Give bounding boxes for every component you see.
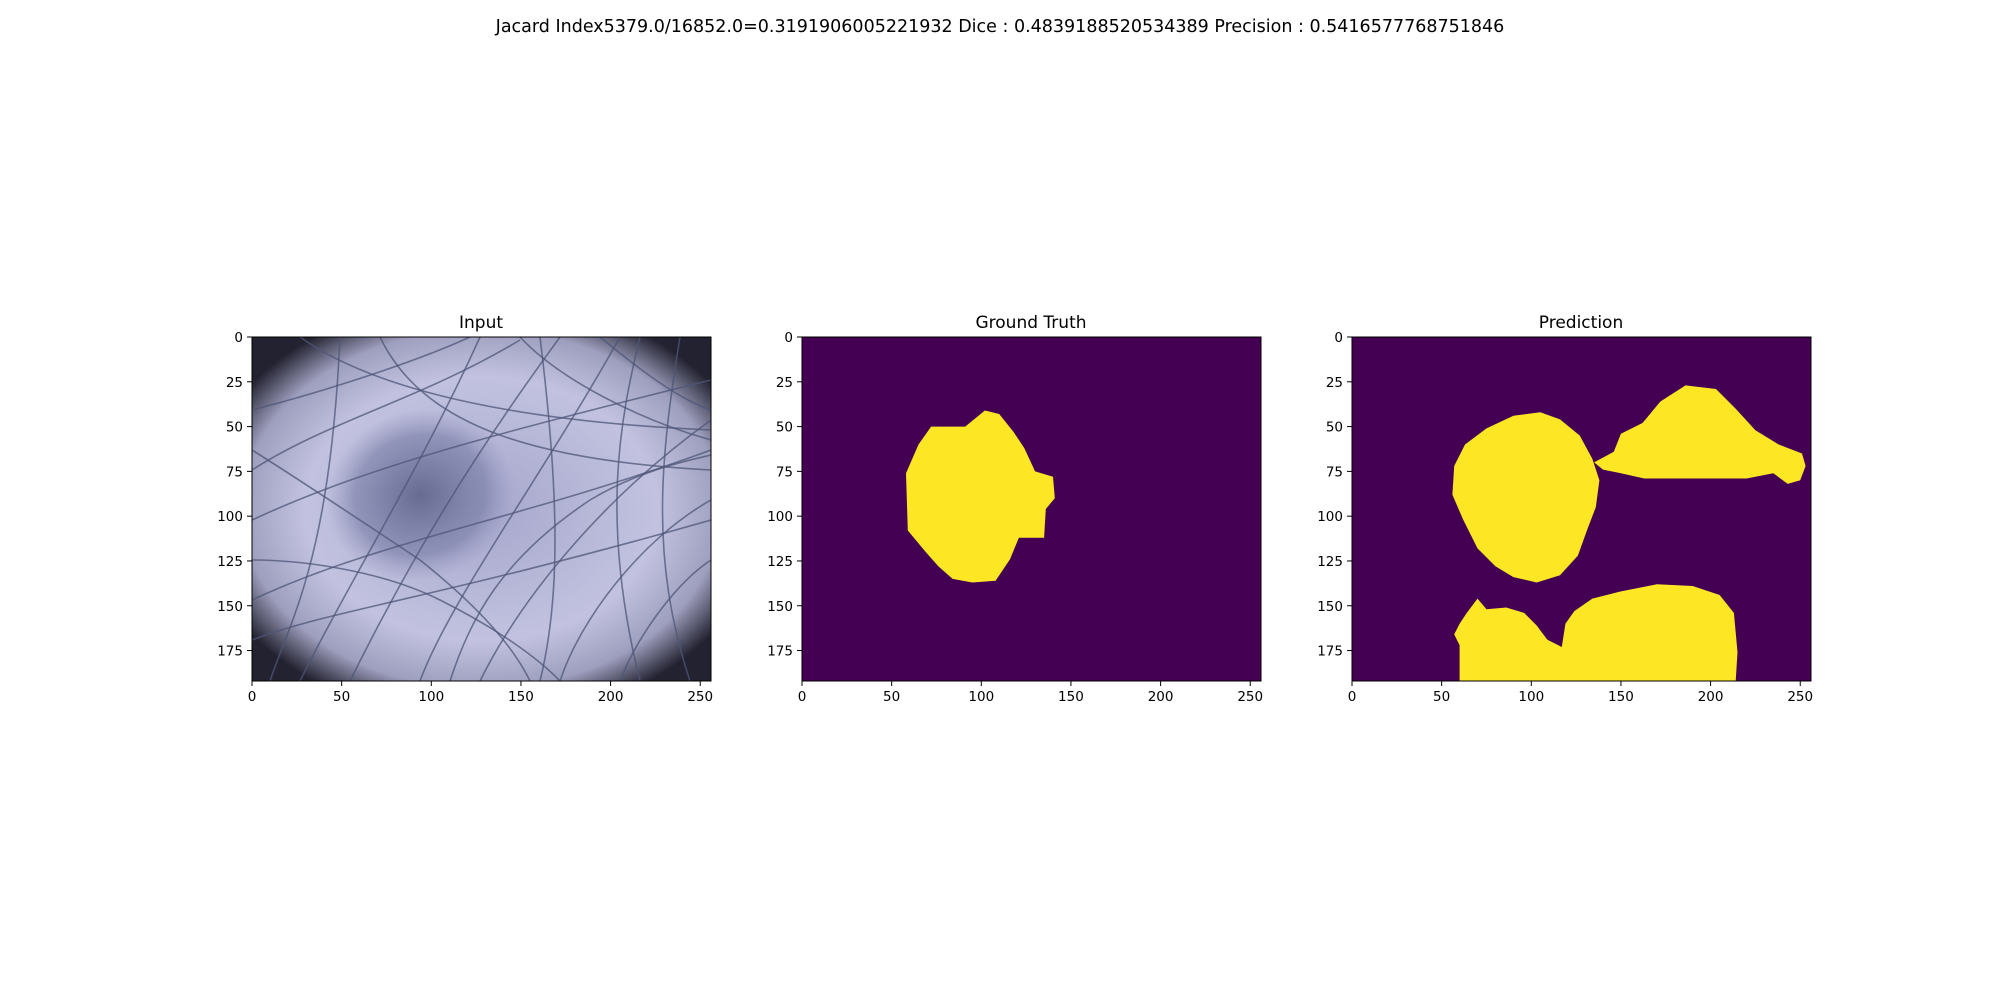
prediction-xtick-label: 100 (1518, 689, 1544, 705)
input-ytick-label: 150 (217, 599, 243, 615)
input-xtick-label: 250 (687, 689, 713, 705)
panel-ground-truth: Ground Truth (801, 313, 1262, 682)
ground-truth-ytick-label: 0 (784, 330, 793, 346)
prediction-ytick-label: 175 (1317, 644, 1343, 660)
ground-truth-xtick-label: 250 (1237, 689, 1263, 705)
ground-truth-ytick-label: 100 (767, 509, 793, 525)
prediction-xtick-label: 50 (1433, 689, 1450, 705)
ground-truth-xtick-label: 150 (1058, 689, 1084, 705)
ground-truth-xtick-label: 100 (968, 689, 994, 705)
prediction-ytick-label: 100 (1317, 509, 1343, 525)
prediction-frame (1351, 336, 1812, 682)
prediction-ytick-label: 75 (1326, 464, 1343, 480)
prediction-xtick-label: 0 (1348, 689, 1357, 705)
prediction-xtick-label: 250 (1787, 689, 1813, 705)
ground-truth-regions (906, 410, 1055, 583)
ground-truth-ytick-label: 175 (767, 644, 793, 660)
input-ytick-label: 125 (217, 554, 243, 570)
input-xtick-label: 200 (598, 689, 624, 705)
panel-title-prediction: Prediction (1539, 313, 1623, 333)
panel-input: Input (251, 313, 712, 682)
panel-title-ground-truth: Ground Truth (975, 313, 1086, 333)
panel-title-input: Input (459, 313, 503, 333)
ground-truth-frame (801, 336, 1262, 682)
input-ytick-label: 100 (217, 509, 243, 525)
input-ytick-label: 25 (226, 375, 243, 391)
prediction-ytick-label: 150 (1317, 599, 1343, 615)
prediction-mask-region-3 (1454, 584, 1738, 681)
ground-truth-xtick-label: 50 (883, 689, 900, 705)
ground-truth-mask-region-1 (906, 410, 1055, 583)
ground-truth-ytick-label: 125 (767, 554, 793, 570)
ground-truth-xtick-label: 0 (798, 689, 807, 705)
ground-truth-ytick-label: 25 (776, 375, 793, 391)
panel-prediction: Prediction (1351, 313, 1812, 682)
input-xtick-label: 100 (418, 689, 444, 705)
prediction-xtick-label: 200 (1698, 689, 1724, 705)
figure-suptitle: Jacard Index5379.0/16852.0=0.31919060052… (495, 17, 1505, 37)
input-ytick-label: 175 (217, 644, 243, 660)
prediction-mask-region-2 (1594, 385, 1806, 484)
prediction-xtick-label: 150 (1608, 689, 1634, 705)
prediction-ytick-label: 0 (1334, 330, 1343, 346)
input-ytick-label: 0 (234, 330, 243, 346)
input-ytick-label: 75 (226, 464, 243, 480)
input-xtick-label: 50 (333, 689, 350, 705)
input-xtick-label: 0 (248, 689, 257, 705)
input-xtick-label: 150 (508, 689, 534, 705)
prediction-regions (1452, 385, 1806, 681)
input-frame (251, 336, 712, 682)
ground-truth-ytick-label: 50 (776, 420, 793, 436)
prediction-ytick-label: 50 (1326, 420, 1343, 436)
input-ytick-label: 50 (226, 420, 243, 436)
ground-truth-xtick-label: 200 (1148, 689, 1174, 705)
input-image (252, 337, 711, 681)
prediction-ytick-label: 125 (1317, 554, 1343, 570)
prediction-mask-region-1 (1452, 412, 1600, 583)
ground-truth-ytick-label: 150 (767, 599, 793, 615)
ground-truth-ytick-label: 75 (776, 464, 793, 480)
prediction-ytick-label: 25 (1326, 375, 1343, 391)
